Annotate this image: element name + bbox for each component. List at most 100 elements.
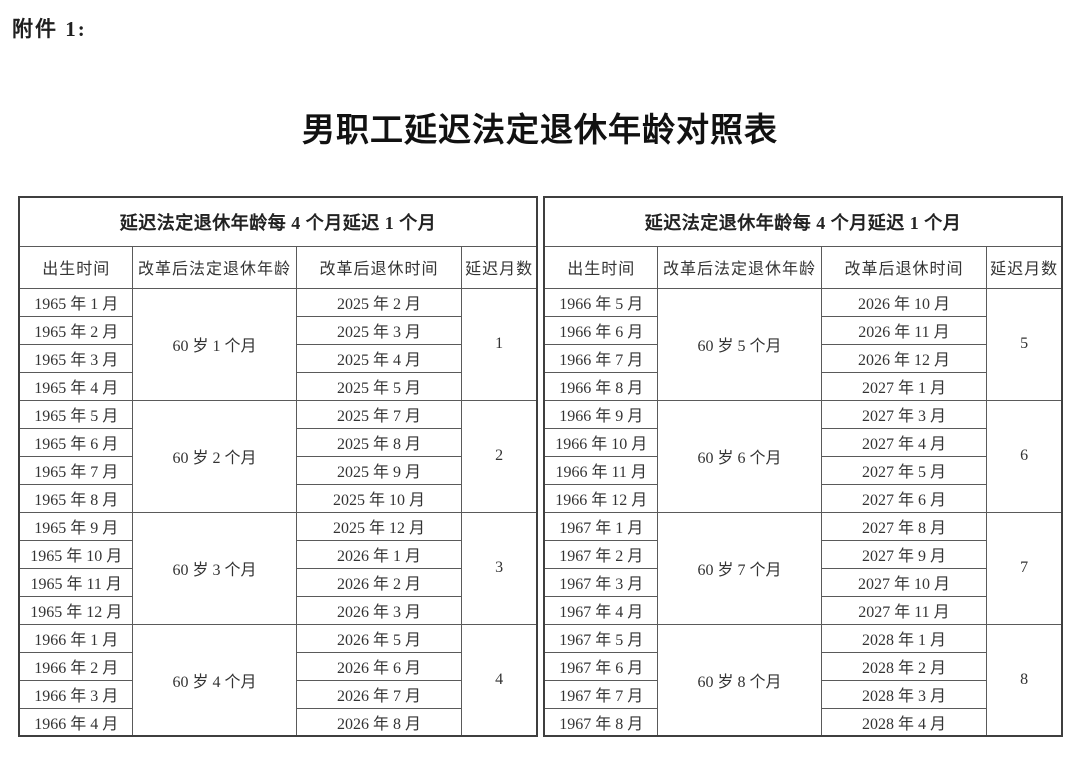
retirement-month-cell: 2027 年 4 月 xyxy=(820,427,988,457)
table-band-header: 延迟法定退休年龄每 4 个月延迟 1 个月 xyxy=(18,196,538,247)
table-row: 1965 年 4 月 2025 年 5 月 xyxy=(18,371,537,401)
table-row: 1966 年 6 月 2026 年 11 月 xyxy=(543,315,1062,345)
delay-months-cell: 8 xyxy=(986,623,1063,737)
birth-month-cell: 1966 年 6 月 xyxy=(543,315,659,345)
retirement-month-cell: 2025 年 10 月 xyxy=(295,483,463,513)
delay-months-cell: 2 xyxy=(461,399,538,513)
birth-month-cell: 1966 年 10 月 xyxy=(543,427,659,457)
page-title: 男职工延迟法定退休年龄对照表 xyxy=(302,113,778,149)
retirement-month-cell: 2026 年 6 月 xyxy=(295,651,463,681)
birth-month-cell: 1967 年 4 月 xyxy=(543,595,659,625)
birth-month-cell: 1966 年 4 月 xyxy=(18,707,134,737)
birth-month-cell: 1965 年 5 月 xyxy=(18,399,134,429)
retirement-age-cell: 60 岁 7 个月 xyxy=(657,511,822,625)
column-header: 改革后法定退休年龄 xyxy=(132,245,297,289)
table-row: 1965 年 10 月 2026 年 1 月 xyxy=(18,539,537,569)
table-row: 1965 年 7 月 2025 年 9 月 xyxy=(18,455,537,485)
retirement-month-cell: 2025 年 9 月 xyxy=(295,455,463,485)
table-row: 1967 年 8 月 2028 年 4 月 xyxy=(543,707,1062,737)
attachment-label: 附件 1: xyxy=(12,17,87,41)
delay-months-cell: 7 xyxy=(986,511,1063,625)
table-row: 1967 年 6 月 2028 年 2 月 xyxy=(543,651,1062,681)
retirement-month-cell: 2025 年 7 月 xyxy=(295,399,463,429)
birth-month-cell: 1965 年 3 月 xyxy=(18,343,134,373)
retirement-month-cell: 2027 年 3 月 xyxy=(820,399,988,429)
table-row: 1966 年 7 月 2026 年 12 月 xyxy=(543,343,1062,373)
retirement-month-cell: 2026 年 12 月 xyxy=(820,343,988,373)
retirement-month-cell: 2025 年 12 月 xyxy=(295,511,463,541)
table-row: 1965 年 3 月 2025 年 4 月 xyxy=(18,343,537,373)
retirement-month-cell: 2028 年 4 月 xyxy=(820,707,988,737)
retirement-month-cell: 2027 年 6 月 xyxy=(820,483,988,513)
retirement-month-cell: 2026 年 8 月 xyxy=(295,707,463,737)
table-row: 1966 年 11 月 2027 年 5 月 xyxy=(543,455,1062,485)
table-row: 1966 年 2 月 2026 年 6 月 xyxy=(18,651,537,681)
birth-month-cell: 1967 年 3 月 xyxy=(543,567,659,597)
birth-month-cell: 1965 年 1 月 xyxy=(18,287,134,317)
retirement-month-cell: 2025 年 2 月 xyxy=(295,287,463,317)
delay-months-cell: 1 xyxy=(461,287,538,401)
retirement-month-cell: 2026 年 11 月 xyxy=(820,315,988,345)
retirement-month-cell: 2025 年 4 月 xyxy=(295,343,463,373)
retirement-month-cell: 2026 年 3 月 xyxy=(295,595,463,625)
retirement-month-cell: 2027 年 10 月 xyxy=(820,567,988,597)
table-row: 1965 年 6 月 2025 年 8 月 xyxy=(18,427,537,457)
column-header-row: 出生时间 改革后法定退休年龄 改革后退休时间 延迟月数 xyxy=(18,245,538,289)
birth-month-cell: 1965 年 11 月 xyxy=(18,567,134,597)
birth-month-cell: 1965 年 9 月 xyxy=(18,511,134,541)
birth-month-cell: 1966 年 9 月 xyxy=(543,399,659,429)
retirement-month-cell: 2027 年 8 月 xyxy=(820,511,988,541)
table-row: 1966 年 8 月 2027 年 1 月 xyxy=(543,371,1062,401)
birth-month-cell: 1965 年 4 月 xyxy=(18,371,134,401)
column-header-row: 出生时间 改革后法定退休年龄 改革后退休时间 延迟月数 xyxy=(543,245,1063,289)
column-header: 延迟月数 xyxy=(986,245,1063,289)
delay-months-cell: 5 xyxy=(986,287,1063,401)
column-header: 出生时间 xyxy=(543,245,659,289)
birth-month-cell: 1966 年 7 月 xyxy=(543,343,659,373)
retirement-month-cell: 2026 年 5 月 xyxy=(295,623,463,653)
birth-month-cell: 1965 年 8 月 xyxy=(18,483,134,513)
column-header: 改革后退休时间 xyxy=(820,245,988,289)
birth-month-cell: 1966 年 5 月 xyxy=(543,287,659,317)
birth-month-cell: 1967 年 1 月 xyxy=(543,511,659,541)
column-header: 出生时间 xyxy=(18,245,134,289)
retirement-month-cell: 2025 年 5 月 xyxy=(295,371,463,401)
birth-month-cell: 1966 年 8 月 xyxy=(543,371,659,401)
retirement-table-right: 延迟法定退休年龄每 4 个月延迟 1 个月 出生时间 改革后法定退休年龄 改革后退休时… xyxy=(543,196,1063,737)
retirement-month-cell: 2026 年 2 月 xyxy=(295,567,463,597)
retirement-age-cell: 60 岁 5 个月 xyxy=(657,287,822,401)
retirement-month-cell: 2028 年 2 月 xyxy=(820,651,988,681)
birth-month-cell: 1965 年 2 月 xyxy=(18,315,134,345)
table-row: 1965 年 2 月 2025 年 3 月 xyxy=(18,315,537,345)
table-band-header-row: 延迟法定退休年龄每 4 个月延迟 1 个月 xyxy=(543,196,1063,247)
delay-months-cell: 3 xyxy=(461,511,538,625)
birth-month-cell: 1965 年 6 月 xyxy=(18,427,134,457)
birth-month-cell: 1967 年 7 月 xyxy=(543,679,659,709)
retirement-month-cell: 2028 年 1 月 xyxy=(820,623,988,653)
table-row: 1965 年 8 月 2025 年 10 月 xyxy=(18,483,537,513)
column-header: 改革后退休时间 xyxy=(295,245,463,289)
retirement-month-cell: 2026 年 1 月 xyxy=(295,539,463,569)
retirement-age-cell: 60 岁 1 个月 xyxy=(132,287,297,401)
retirement-age-cell: 60 岁 8 个月 xyxy=(657,623,822,737)
birth-month-cell: 1965 年 7 月 xyxy=(18,455,134,485)
retirement-month-cell: 2027 年 11 月 xyxy=(820,595,988,625)
delay-months-cell: 4 xyxy=(461,623,538,737)
table-row: 1967 年 7 月 2028 年 3 月 xyxy=(543,679,1062,709)
birth-month-cell: 1966 年 2 月 xyxy=(18,651,134,681)
retirement-month-cell: 2027 年 1 月 xyxy=(820,371,988,401)
birth-month-cell: 1967 年 8 月 xyxy=(543,707,659,737)
birth-month-cell: 1965 年 10 月 xyxy=(18,539,134,569)
table-band-header: 延迟法定退休年龄每 4 个月延迟 1 个月 xyxy=(543,196,1063,247)
retirement-month-cell: 2025 年 8 月 xyxy=(295,427,463,457)
birth-month-cell: 1966 年 11 月 xyxy=(543,455,659,485)
birth-month-cell: 1967 年 6 月 xyxy=(543,651,659,681)
